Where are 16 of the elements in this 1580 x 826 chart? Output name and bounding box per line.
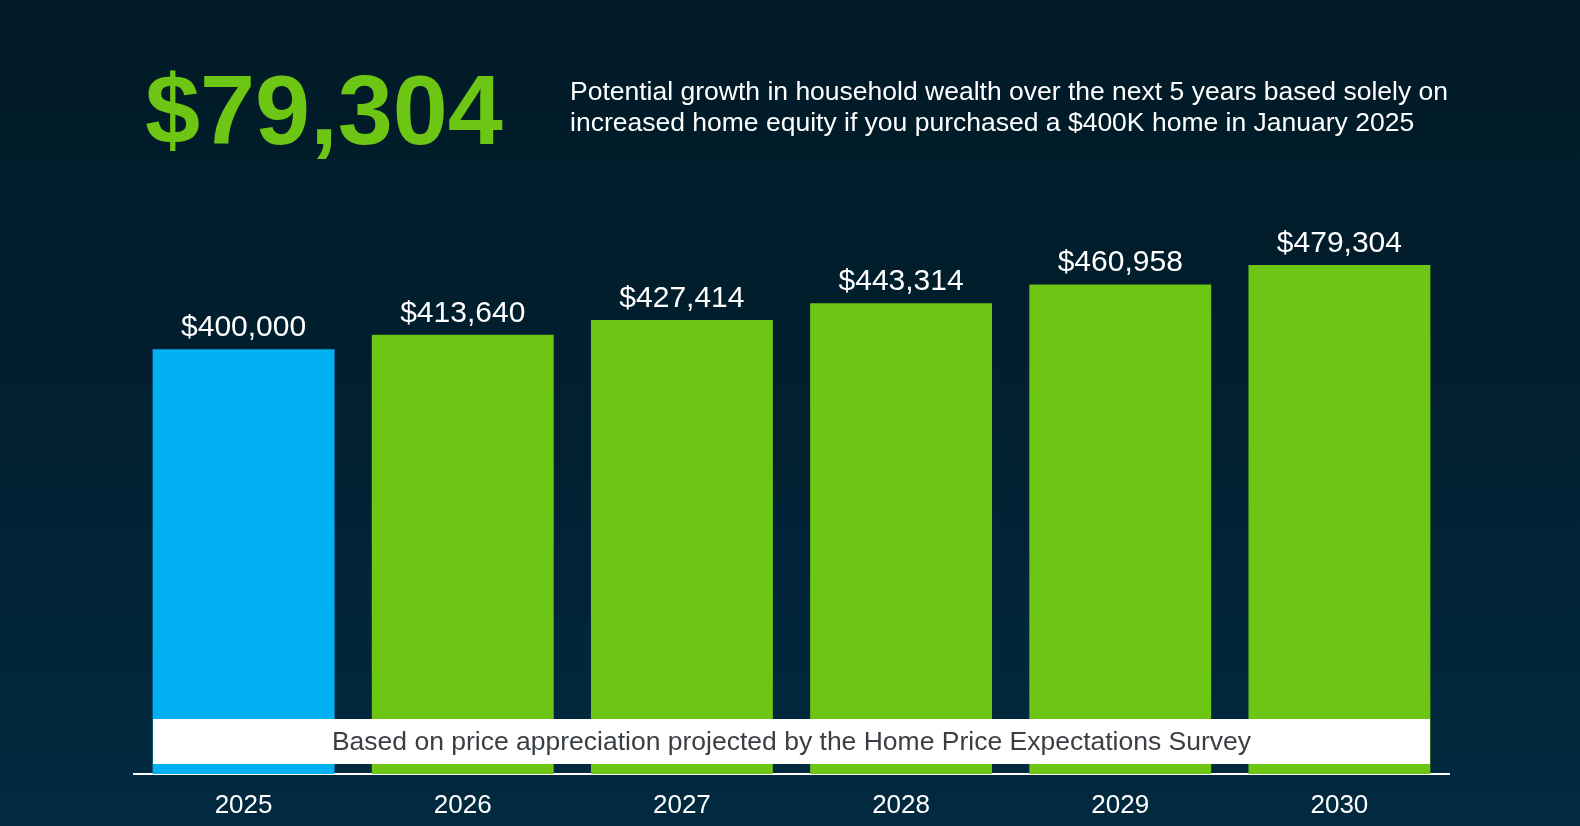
data-label: $479,304 <box>1276 224 1402 258</box>
x-tick-label: 2027 <box>652 788 711 819</box>
chart-title: $79,304 <box>145 54 503 165</box>
data-label: $400,000 <box>181 309 307 343</box>
data-label: $413,640 <box>400 294 526 328</box>
x-tick-label: 2026 <box>433 788 492 819</box>
caption-box: Based on price appreciation projected by the Home Price Expectations Survey <box>152 719 1431 764</box>
x-tick-label: 2030 <box>1310 788 1369 819</box>
data-label: $460,958 <box>1057 244 1183 278</box>
chart-subtitle: Potential growth in household wealth over the next 5 years based solely on increased home equity if you purchased a $400K home in January 2025 <box>570 76 1449 138</box>
data-label: $427,414 <box>619 280 745 314</box>
x-tick-label: 2029 <box>1091 788 1150 819</box>
x-tick-label: 2025 <box>214 788 273 819</box>
x-tick-label: 2028 <box>872 788 931 819</box>
annotation: Based on price appreciation projected by the Home Price Expectations Survey <box>331 726 1252 756</box>
data-label: $443,314 <box>838 263 964 297</box>
